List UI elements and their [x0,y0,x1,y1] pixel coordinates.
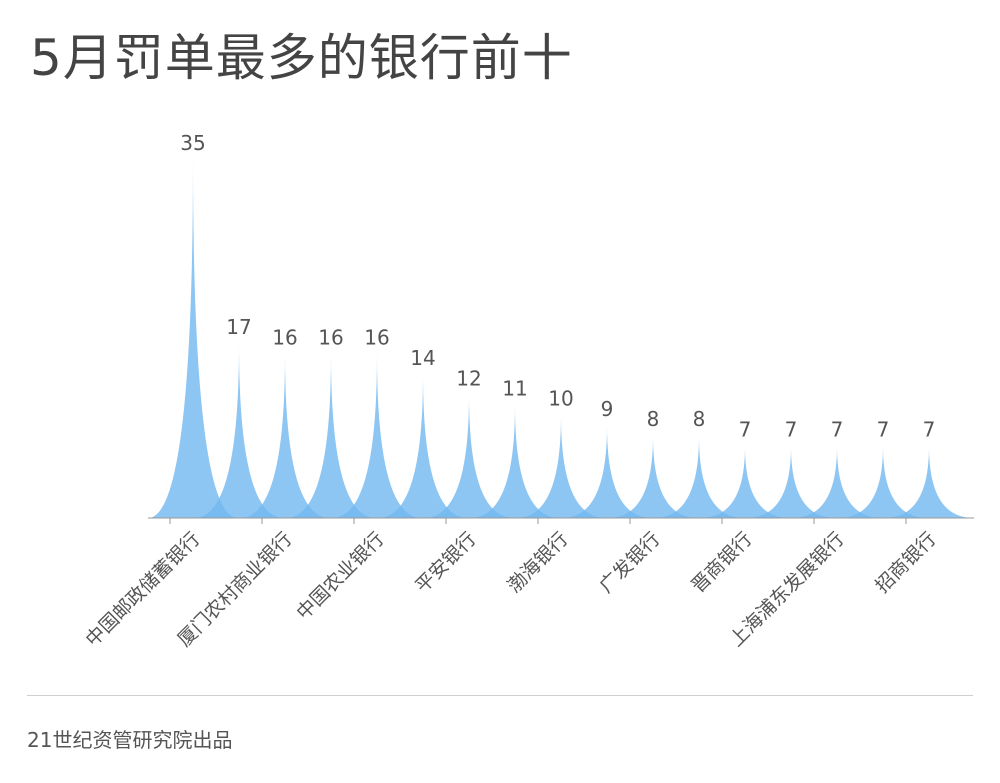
spike-bar [838,446,928,518]
spike-bar [286,354,376,518]
category-label: 平安银行 [411,528,480,597]
value-label: 8 [647,407,660,431]
spike-bar [470,405,560,518]
spike-chart: 35 17 16 16 16 14 12 11 10 9 8 8 7 7 7 7 7 中国邮政储蓄银行厦门农村商… [81,131,974,651]
spike-bar [378,374,468,518]
value-label: 16 [318,325,343,349]
spike-bar [608,436,698,518]
spike-bar [240,354,330,518]
value-labels: 35 17 16 16 16 14 12 11 10 9 8 8 7 7 7 7 7 [180,131,935,441]
x-axis [148,517,974,524]
spike-bar [700,446,790,518]
footer-divider [27,695,973,696]
spike-bar [792,446,882,518]
value-label: 16 [272,325,297,349]
chart-title: 5月罚单最多的银行前十 [30,29,573,87]
value-label: 12 [456,366,481,390]
value-label: 8 [693,407,706,431]
value-label: 17 [226,315,251,339]
value-label: 14 [410,346,435,370]
category-label: 中国农业银行 [292,528,388,624]
value-label: 9 [601,397,614,421]
spike-bar [332,354,422,518]
category-label: 渤海银行 [503,528,572,597]
value-label: 7 [923,417,936,441]
value-label: 7 [785,417,798,441]
category-label: 广发银行 [595,528,664,597]
category-label: 招商银行 [871,528,940,597]
value-label: 11 [502,376,527,400]
value-label: 7 [739,417,752,441]
category-label: 晋商银行 [687,528,756,597]
spike-bar [654,436,744,518]
value-label: 7 [831,417,844,441]
spike-bar [746,446,836,518]
spike-bar [148,160,238,518]
spike-bar [516,415,606,518]
source-credit: 21世纪资管研究院出品 [27,728,233,752]
spikes-layer [148,160,974,518]
spike-bar [884,446,974,518]
value-label: 7 [877,417,890,441]
spike-bar [424,395,514,518]
value-label: 10 [548,387,573,411]
spike-bar [562,425,652,518]
spike-bar [194,344,284,518]
value-label: 35 [180,131,205,155]
value-label: 16 [364,325,389,349]
